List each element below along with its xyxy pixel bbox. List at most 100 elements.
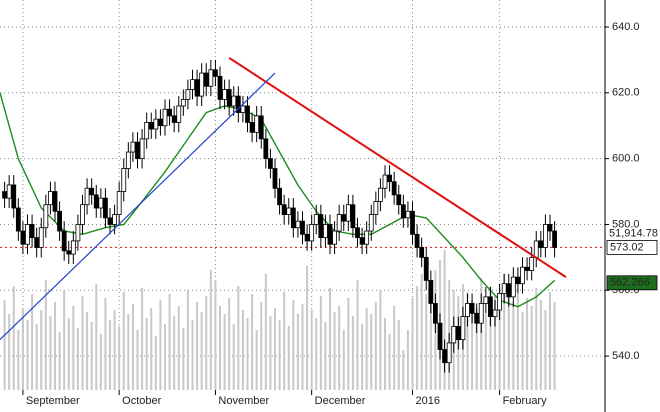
- volume-bar: [241, 310, 244, 390]
- volume-bar: [416, 286, 419, 390]
- volume-bar: [209, 270, 212, 390]
- volume-bar: [549, 292, 551, 390]
- candle-body: [217, 75, 223, 100]
- candle-body: [162, 108, 168, 127]
- volume-bar: [118, 326, 121, 390]
- volume-bar: [411, 298, 414, 390]
- candle-body: [281, 204, 287, 215]
- moving-average: [0, 92, 556, 308]
- volume-bar: [283, 292, 286, 390]
- volume-bar: [425, 294, 428, 390]
- candle-body: [258, 115, 264, 140]
- volume-bar: [466, 292, 469, 390]
- volume-bar: [526, 298, 529, 390]
- candle-body: [277, 187, 282, 206]
- trendline: [228, 57, 567, 278]
- candle-body: [304, 233, 310, 242]
- candle-body: [107, 217, 113, 225]
- candle-body: [61, 230, 67, 252]
- volume-bar: [315, 318, 318, 390]
- volume-bar: [306, 266, 309, 390]
- candle-body: [70, 240, 76, 255]
- volume-bar: [67, 318, 70, 390]
- volume-bar: [480, 278, 483, 390]
- volume-bar: [99, 334, 102, 390]
- candle-body: [240, 105, 246, 113]
- volume-bar: [507, 290, 510, 390]
- volume-bar: [76, 328, 79, 390]
- extra-label: 51,914.78: [609, 227, 658, 239]
- volume-bar: [168, 294, 171, 390]
- candle-body: [327, 224, 333, 245]
- volume-bar: [237, 286, 240, 390]
- candle-body: [442, 349, 447, 364]
- volume-bar: [44, 280, 47, 390]
- volume-bar: [182, 328, 185, 390]
- candle-body: [345, 204, 351, 222]
- volume-bar: [164, 324, 166, 390]
- candle-body: [48, 191, 53, 206]
- candle-body: [300, 220, 305, 235]
- candle-body: [263, 138, 269, 160]
- candle-body: [323, 224, 328, 239]
- volume-bar: [150, 308, 153, 390]
- volume-bar: [347, 298, 350, 390]
- volume-bar: [200, 312, 203, 390]
- volume-bar: [141, 288, 144, 390]
- volume-bar: [131, 304, 134, 390]
- candle-body: [501, 283, 507, 294]
- volume-bar: [196, 302, 199, 390]
- volume-bar: [81, 296, 84, 390]
- volume-bar: [443, 250, 446, 390]
- volume-bar: [379, 290, 382, 390]
- volume-bar: [154, 336, 157, 390]
- candle-body: [437, 322, 443, 350]
- volume-bar: [145, 318, 148, 390]
- candle-body: [336, 214, 342, 232]
- candle-body: [286, 207, 292, 215]
- volume-bar: [429, 302, 432, 390]
- candle-body: [180, 98, 186, 107]
- candle-body: [391, 181, 397, 196]
- volume-bar: [503, 274, 506, 390]
- candle-body: [43, 204, 49, 229]
- candle-body: [167, 108, 172, 117]
- volume-bar: [535, 288, 538, 390]
- candle-body: [11, 184, 17, 209]
- candle-body: [66, 250, 72, 255]
- volume-bar: [498, 304, 501, 390]
- candle-body: [231, 95, 237, 107]
- volume-bar: [255, 330, 258, 390]
- candle-body: [520, 266, 525, 285]
- volume-bar: [384, 318, 386, 390]
- volume-bar: [301, 304, 304, 390]
- volume-bar: [269, 316, 272, 390]
- candle-body: [364, 230, 370, 245]
- price-marker-label: 562.266: [610, 277, 650, 289]
- y-tick-label: 580.0: [612, 218, 640, 230]
- candle-body: [382, 174, 388, 189]
- candle-body: [460, 316, 466, 341]
- volume-bar: [397, 320, 400, 390]
- volume-bar: [90, 322, 93, 390]
- candle-body: [226, 89, 232, 107]
- volume-bar: [31, 294, 34, 390]
- volume-bar: [251, 294, 254, 390]
- candle-body: [469, 303, 475, 314]
- volume-bar: [264, 274, 267, 390]
- x-tick-label: September: [26, 395, 80, 407]
- candle-body: [20, 230, 26, 245]
- candle-body: [112, 214, 117, 225]
- candle-body: [332, 230, 337, 245]
- y-tick-label: 620.0: [612, 87, 640, 99]
- y-tick-label: 600.0: [612, 153, 640, 165]
- volume-bar: [319, 296, 322, 390]
- candle-body: [341, 214, 347, 222]
- volume-bar: [484, 314, 487, 390]
- candle-body: [185, 89, 191, 100]
- candle-body: [75, 224, 81, 242]
- volume-bar: [21, 308, 24, 390]
- candle-body: [84, 187, 90, 206]
- candle-body: [176, 105, 182, 123]
